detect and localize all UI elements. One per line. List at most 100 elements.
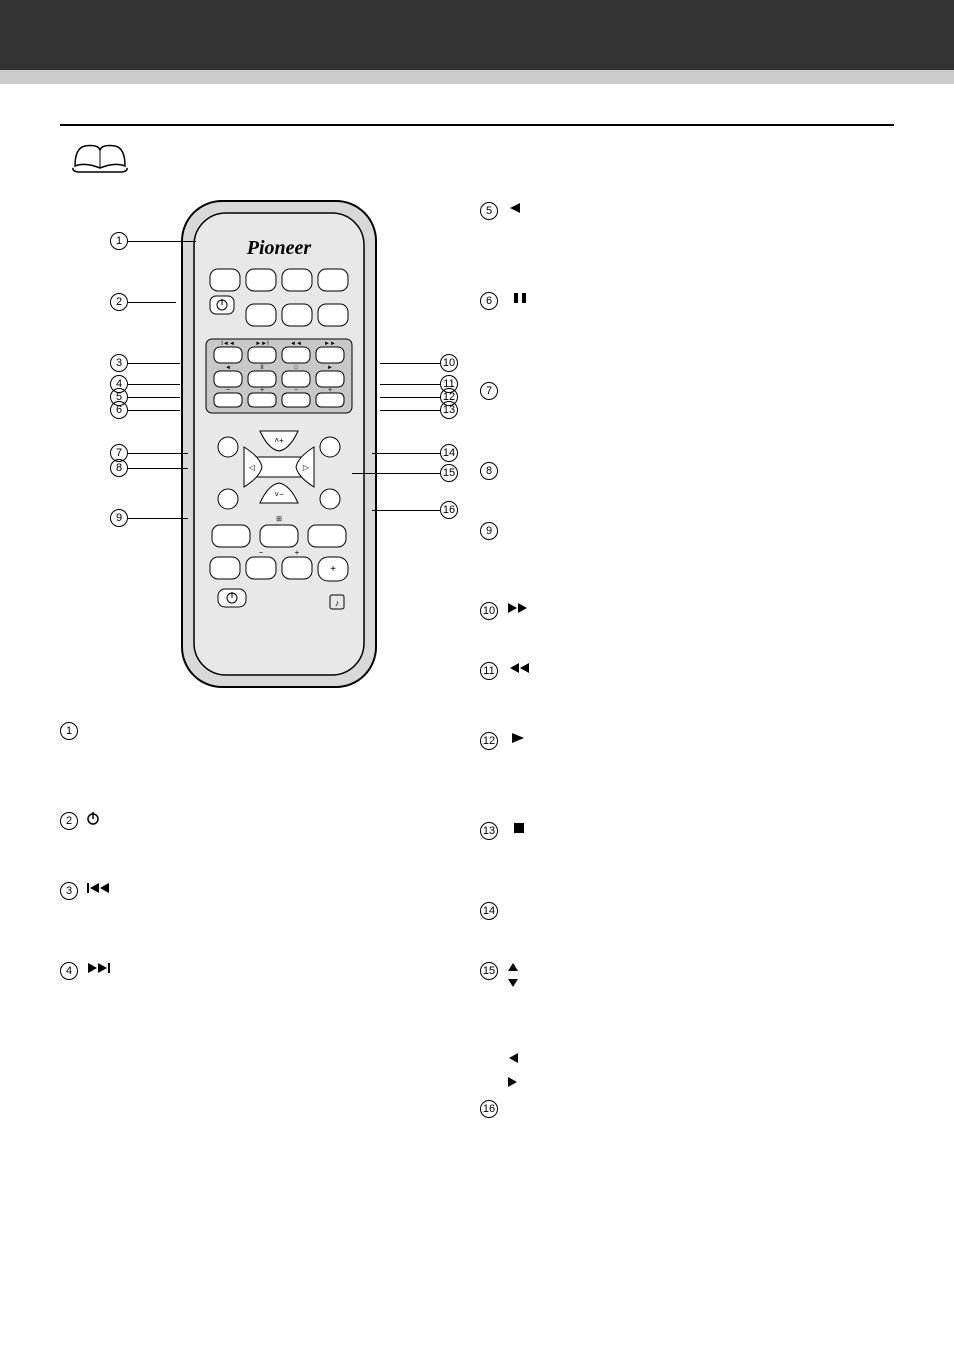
item-symbol bbox=[506, 459, 546, 461]
svg-text:−: − bbox=[294, 387, 298, 394]
item-symbol bbox=[506, 959, 546, 992]
header-banner bbox=[0, 0, 954, 70]
book-icon bbox=[70, 138, 130, 176]
svg-text:⊞: ⊞ bbox=[276, 516, 282, 523]
callout-1: 1 bbox=[110, 232, 196, 250]
page-content: Pioneer bbox=[0, 124, 954, 1137]
item-symbol bbox=[86, 809, 126, 828]
callout-number: 15 bbox=[440, 464, 458, 482]
callout-2: 2 bbox=[110, 293, 176, 311]
item-symbol bbox=[506, 729, 546, 748]
callout-line bbox=[380, 410, 440, 411]
item-number: 8 bbox=[480, 459, 506, 480]
svg-text:˄+: ˄+ bbox=[274, 436, 284, 445]
item-number: 1 bbox=[60, 719, 86, 740]
item-symbol bbox=[506, 819, 546, 838]
remote-svg: Pioneer bbox=[180, 199, 378, 689]
callout-10: 10 bbox=[380, 354, 458, 372]
desc-item-15-left bbox=[480, 1049, 890, 1073]
callout-line bbox=[352, 473, 440, 474]
callout-number: 1 bbox=[110, 232, 128, 250]
svg-text:□: □ bbox=[294, 365, 298, 371]
item-symbol bbox=[86, 879, 126, 898]
brand-text: Pioneer bbox=[246, 237, 312, 259]
item-symbol bbox=[506, 379, 546, 381]
item-number: 3 bbox=[60, 879, 86, 900]
callout-number: 10 bbox=[440, 354, 458, 372]
callout-number: 2 bbox=[110, 293, 128, 311]
svg-text:I◄◄: I◄◄ bbox=[221, 341, 235, 347]
item-number: 6 bbox=[480, 289, 506, 310]
item-number: 5 bbox=[480, 199, 506, 220]
callout-number: 3 bbox=[110, 354, 128, 372]
callout-line bbox=[128, 518, 188, 519]
item-symbol bbox=[86, 959, 126, 978]
desc-item-12: 12 bbox=[480, 729, 890, 819]
svg-text:−: − bbox=[259, 548, 264, 557]
desc-item-13: 13 bbox=[480, 819, 890, 899]
callout-line bbox=[128, 363, 180, 364]
remote-diagram: Pioneer bbox=[110, 199, 450, 699]
desc-item-15-right bbox=[480, 1073, 890, 1097]
callout-line bbox=[128, 302, 176, 303]
svg-text:II: II bbox=[260, 365, 264, 371]
desc-item-10: 10 bbox=[480, 599, 890, 659]
desc-item-2: 2 bbox=[60, 809, 460, 879]
svg-text:▷: ▷ bbox=[303, 463, 310, 472]
desc-item-11: 11 bbox=[480, 659, 890, 729]
callout-13: 13 bbox=[380, 401, 458, 419]
right-descriptions: 5 6 7 8 9 10 11 12 13 14 15 16 bbox=[460, 199, 890, 1137]
callout-8: 8 bbox=[110, 459, 188, 477]
item-symbol bbox=[506, 899, 546, 901]
left-descriptions: 1 23 4 bbox=[60, 719, 460, 1019]
item-number: 10 bbox=[480, 599, 506, 620]
svg-text:+: + bbox=[330, 564, 336, 575]
desc-item-15: 15 bbox=[480, 959, 890, 1049]
callout-number: 6 bbox=[110, 401, 128, 419]
callout-9: 9 bbox=[110, 509, 188, 527]
item-number: 9 bbox=[480, 519, 506, 540]
item-number: 11 bbox=[480, 659, 506, 680]
main-columns: Pioneer bbox=[60, 199, 894, 1137]
desc-item-4: 4 bbox=[60, 959, 460, 1019]
item-number: 14 bbox=[480, 899, 506, 920]
callout-line bbox=[128, 397, 180, 398]
desc-item-1: 1 bbox=[60, 719, 460, 809]
item-number: 12 bbox=[480, 729, 506, 750]
callout-16: 16 bbox=[372, 501, 458, 519]
callout-line bbox=[372, 510, 440, 511]
callout-line bbox=[128, 241, 196, 242]
callout-number: 13 bbox=[440, 401, 458, 419]
desc-item-6: 6 bbox=[480, 289, 890, 379]
desc-item-16: 16 bbox=[480, 1097, 890, 1137]
callout-number: 16 bbox=[440, 501, 458, 519]
left-arrow-icon bbox=[506, 1049, 546, 1068]
divider-line bbox=[60, 124, 894, 126]
svg-text:►: ► bbox=[327, 365, 333, 371]
svg-text:◄: ◄ bbox=[225, 365, 231, 371]
callout-line bbox=[380, 397, 440, 398]
item-number: 13 bbox=[480, 819, 506, 840]
desc-item-9: 9 bbox=[480, 519, 890, 599]
callout-14: 14 bbox=[372, 444, 458, 462]
callout-line bbox=[128, 468, 188, 469]
callout-line bbox=[380, 384, 440, 385]
svg-text:+: + bbox=[328, 387, 332, 394]
item-symbol bbox=[506, 659, 546, 678]
svg-text:˅−: ˅− bbox=[274, 490, 284, 499]
item-symbol bbox=[506, 199, 546, 218]
svg-text:◁: ◁ bbox=[249, 463, 256, 472]
svg-text:◄◄: ◄◄ bbox=[290, 341, 302, 347]
callout-number: 8 bbox=[110, 459, 128, 477]
header-shadow bbox=[0, 70, 954, 84]
item-number: 7 bbox=[480, 379, 506, 400]
svg-text:♪: ♪ bbox=[335, 598, 340, 608]
callout-6: 6 bbox=[110, 401, 180, 419]
callout-line bbox=[128, 453, 188, 454]
callout-3: 3 bbox=[110, 354, 180, 372]
left-column: Pioneer bbox=[60, 199, 460, 1137]
item-number: 15 bbox=[480, 959, 506, 980]
svg-text:►►I: ►►I bbox=[255, 341, 269, 347]
desc-item-14: 14 bbox=[480, 899, 890, 959]
item-symbol bbox=[506, 1097, 546, 1099]
